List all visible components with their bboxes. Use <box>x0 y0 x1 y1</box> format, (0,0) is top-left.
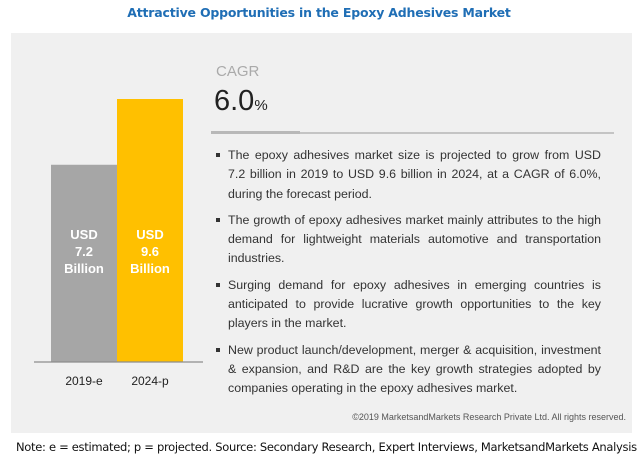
list-item: The growth of epoxy adhesives market mai… <box>214 211 601 269</box>
x-tick-label: 2024-p <box>131 374 169 388</box>
bar-2024-p <box>117 99 183 362</box>
copyright-notice: ©2019 MarketsandMarkets Research Private… <box>352 412 626 422</box>
bar-data-label: Billion <box>64 261 104 276</box>
list-item: Surging demand for epoxy adhesives in em… <box>214 276 601 334</box>
cagr-number: 6.0 <box>214 85 255 117</box>
chart-title: Attractive Opportunities in the Epoxy Ad… <box>127 5 511 20</box>
bar-data-label: USD <box>136 227 163 242</box>
bar-data-label: 7.2 <box>75 244 93 259</box>
bullet-square-icon <box>216 153 220 157</box>
source-note: Note: e = estimated; p = projected. Sour… <box>16 440 637 454</box>
list-item-text: The epoxy adhesives market size is proje… <box>228 148 601 201</box>
cagr-value: 6.0% <box>214 87 268 116</box>
x-tick-label: 2019-e <box>65 374 103 388</box>
bullet-square-icon <box>216 282 220 287</box>
list-item-text: Surging demand for epoxy adhesives in em… <box>228 277 601 331</box>
bullet-square-icon <box>216 347 220 352</box>
list-item-text: New product launch/development, merger &… <box>228 342 601 396</box>
bar-data-label: 9.6 <box>141 244 159 259</box>
bullet-square-icon <box>216 217 220 222</box>
key-findings-list: The epoxy adhesives market size is proje… <box>214 146 601 406</box>
cagr-unit: % <box>254 97 268 114</box>
list-item: New product launch/development, merger &… <box>214 341 601 399</box>
bar-data-label: Billion <box>130 261 170 276</box>
cagr-divider-accent <box>211 131 300 134</box>
list-item-text: The growth of epoxy adhesives market mai… <box>228 212 601 266</box>
bar-data-label: USD <box>70 227 97 242</box>
cagr-label: CAGR <box>216 63 260 80</box>
cagr-divider <box>300 132 614 134</box>
list-item: The epoxy adhesives market size is proje… <box>214 146 601 204</box>
bar-2019-e <box>51 164 117 362</box>
